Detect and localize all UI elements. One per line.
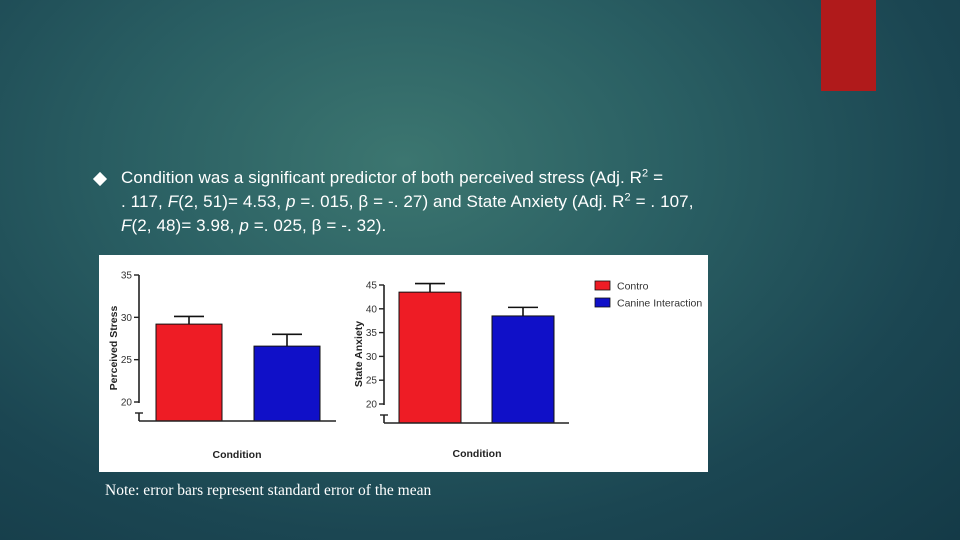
y-axis-title-2: State Anxiety xyxy=(353,321,365,387)
bullet-point: Condition was a significant predictor of… xyxy=(92,166,785,238)
legend-swatch-1 xyxy=(594,280,611,291)
y-tick-label-2-30: 30 xyxy=(366,352,378,363)
diamond-bullet-icon xyxy=(92,171,108,187)
bullet-text: Condition was a significant predictor of… xyxy=(121,166,785,238)
legend-label-2: Canine Interaction xyxy=(617,298,702,310)
y-tick-label-2-40: 40 xyxy=(366,304,378,315)
y-tick-label-1-20: 20 xyxy=(121,398,133,409)
x-axis-title-2: Condition xyxy=(453,448,502,460)
bar-1-2 xyxy=(253,345,321,422)
accent-bar xyxy=(821,0,876,91)
bar-1-1 xyxy=(155,323,223,422)
chart-note: Note: error bars represent standard erro… xyxy=(105,482,432,499)
bullet-line-2: . 117, F(2, 51)= 4.53, p =. 015, β = -. … xyxy=(121,191,694,211)
bullet-line-3: F(2, 48)= 3.98, p =. 025, β = -. 32). xyxy=(121,216,387,235)
bullet-line-1: Condition was a significant predictor of… xyxy=(121,167,664,187)
y-axis-title-1: Perceived Stress xyxy=(108,306,120,391)
y-tick-label-2-35: 35 xyxy=(366,328,378,339)
x-axis-title-1: Condition xyxy=(213,449,262,461)
y-tick-label-2-25: 25 xyxy=(366,376,378,387)
bar-charts: 20 25 30 35 Perceived Stress Condition 20 25 30 3… xyxy=(108,271,702,462)
y-tick-label-1-30: 30 xyxy=(121,313,133,324)
bar-2-1 xyxy=(398,291,462,424)
y-tick-label-2-20: 20 xyxy=(366,400,378,411)
legend-label-1: Contro xyxy=(617,281,649,293)
legend-swatch-2 xyxy=(594,297,611,308)
y-tick-label-1-25: 25 xyxy=(121,355,133,366)
y-tick-label-2-45: 45 xyxy=(366,281,378,292)
bar-2-2 xyxy=(491,315,555,424)
chart-panel: 20 25 30 35 Perceived Stress Condition 20 25 30 3… xyxy=(99,255,708,472)
y-tick-label-1-35: 35 xyxy=(121,271,133,282)
